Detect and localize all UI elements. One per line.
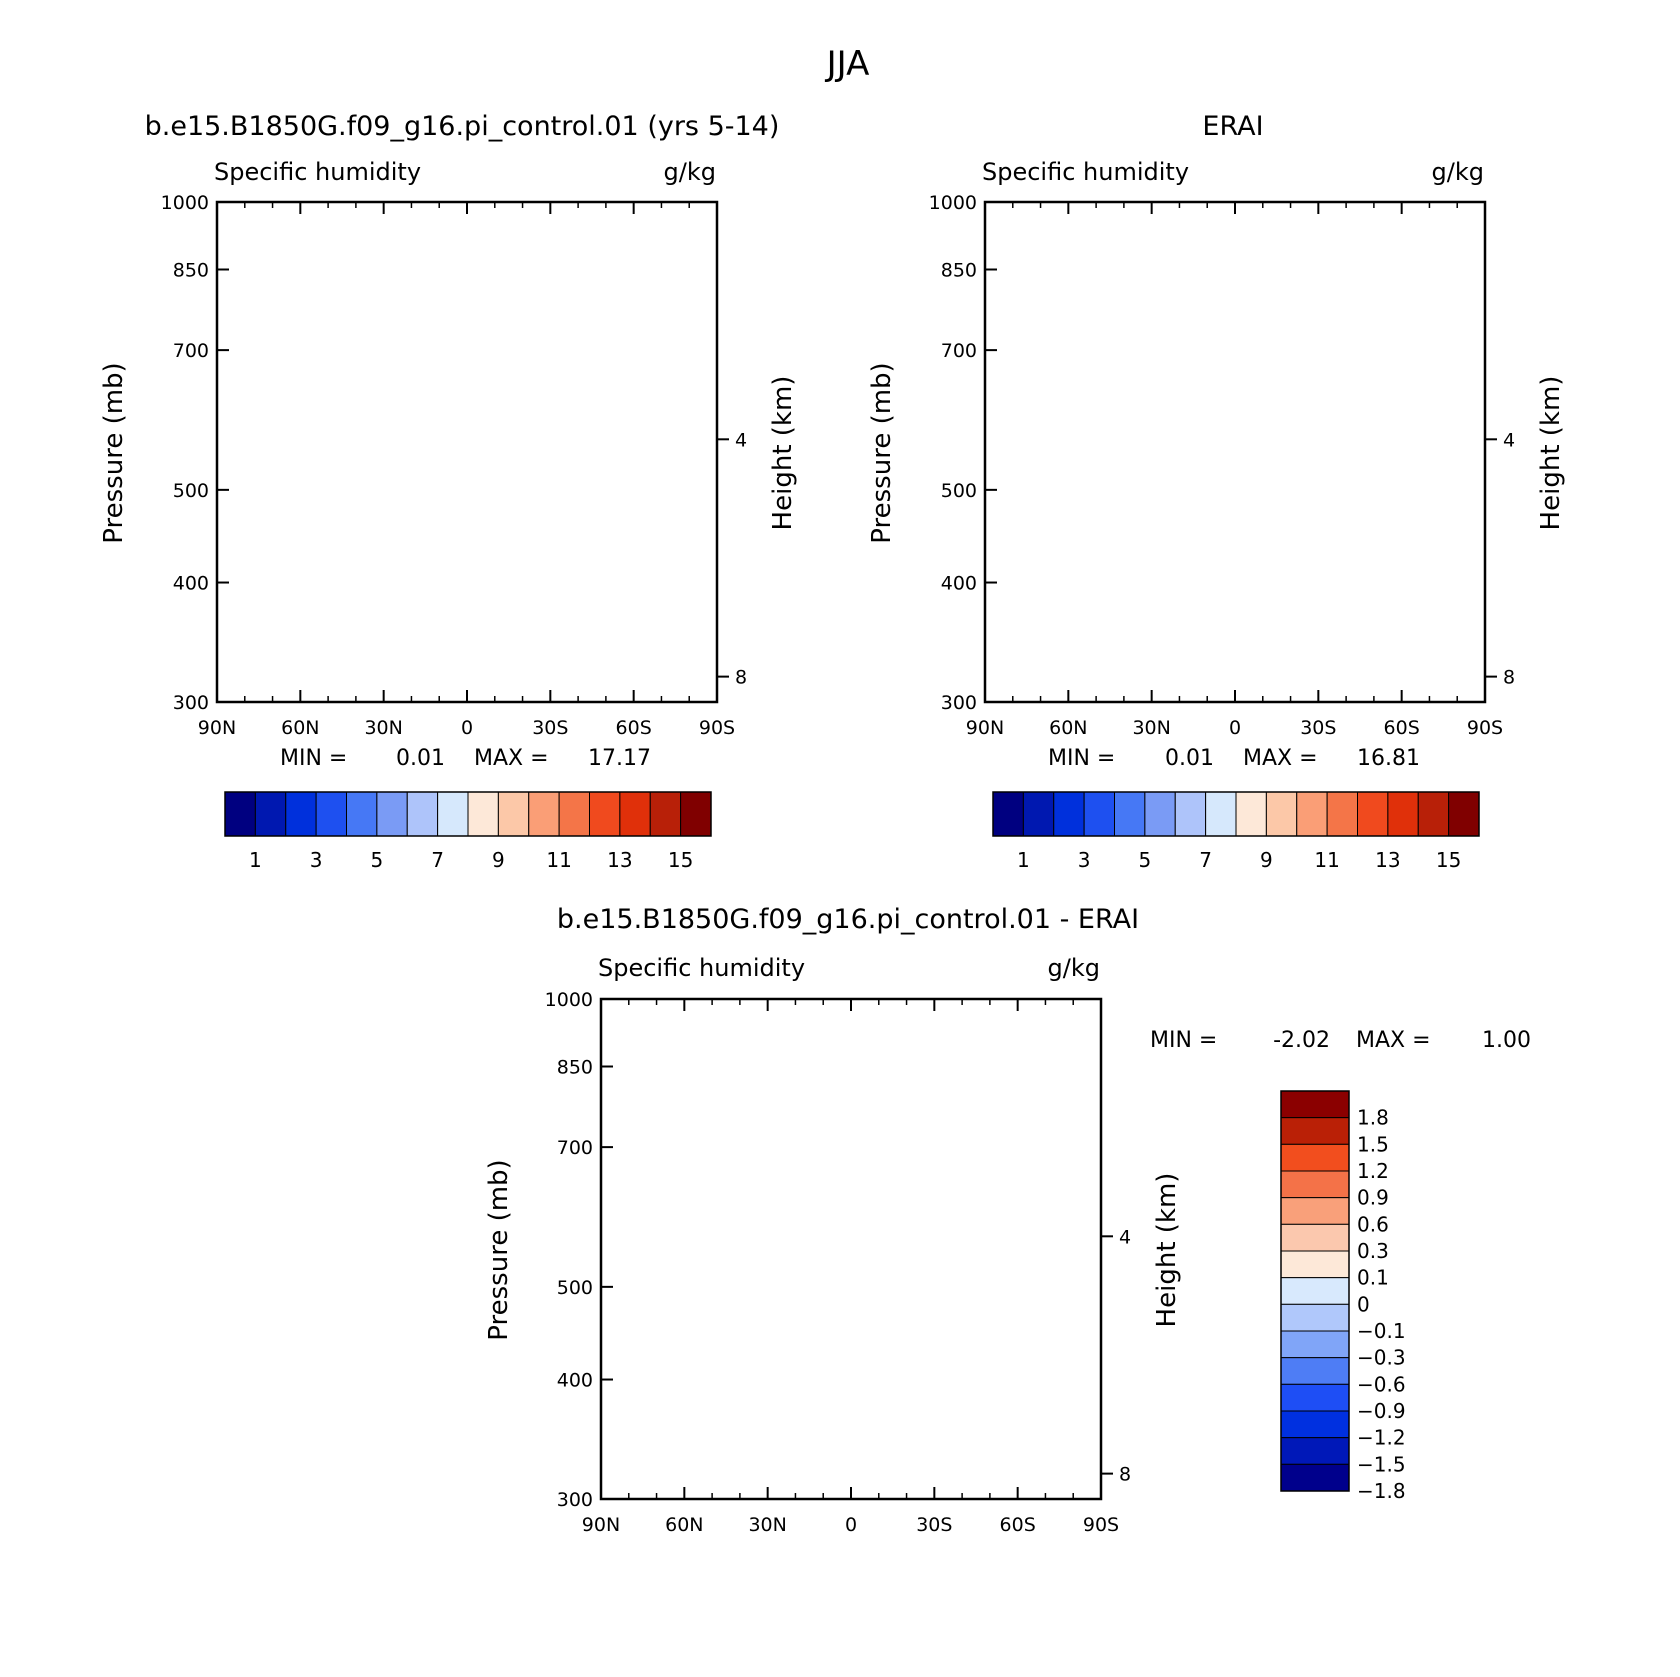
colorbar-label: 9 xyxy=(492,848,505,872)
colorbar-swatch xyxy=(346,791,378,837)
x-tick-label: 30S xyxy=(532,717,568,739)
x-tick-label: 60S xyxy=(616,717,652,739)
colorbar-swatch xyxy=(224,791,256,837)
x-tick-label: 90S xyxy=(699,717,735,739)
panel-model-min-label: MIN = xyxy=(280,746,347,771)
panel-erai-title: ERAI xyxy=(1202,111,1263,142)
colorbar-swatch xyxy=(558,791,590,837)
x-tick-label: 60N xyxy=(281,717,319,739)
y-right-tick-label: 8 xyxy=(735,667,747,689)
y-tick-label: 850 xyxy=(173,259,209,281)
panel-model-colorbar: 1 3 5 7 9 11 13 15 xyxy=(224,791,712,872)
colorbar-label: 15 xyxy=(668,848,693,872)
x-tick-label: 90N xyxy=(198,717,236,739)
figure-title: JJA xyxy=(825,44,870,84)
panel-erai-units: g/kg xyxy=(1432,158,1484,186)
y-tick-label: 500 xyxy=(173,480,209,502)
panel-model-max-value: 17.17 xyxy=(588,746,651,771)
y-tick-label: 700 xyxy=(173,340,209,362)
colorbar-label: 13 xyxy=(607,848,632,872)
colorbar-label: 3 xyxy=(310,848,323,872)
x-tick-label: 0 xyxy=(461,717,473,739)
y-tick-label: 300 xyxy=(173,692,209,714)
colorbar-swatch xyxy=(680,791,712,837)
panel-model-variable: Specific humidity xyxy=(214,158,421,186)
panel-model-ylabel-right: Height (km) xyxy=(768,376,798,531)
y-right-tick-label: 4 xyxy=(735,429,747,451)
colorbar-label: 11 xyxy=(546,848,571,872)
panel-model: b.e15.B1850G.f09_g16.pi_control.01 (yrs … xyxy=(99,111,798,872)
panel-model-units: g/kg xyxy=(664,158,716,186)
colorbar-swatch xyxy=(437,791,469,837)
colorbar-swatch xyxy=(315,791,347,837)
panel-model-ylabel: Pressure (mb) xyxy=(99,362,129,543)
panel-erai-variable: Specific humidity xyxy=(982,158,1189,186)
colorbar-swatch xyxy=(528,791,560,837)
colorbar-label: 7 xyxy=(431,848,444,872)
panel-erai: ERAI Specific humidity g/kg 90N 60N 30N 0 30… xyxy=(867,111,1566,872)
colorbar-swatch xyxy=(649,791,682,837)
colorbar-swatch xyxy=(467,791,499,837)
colorbar-label: 1 xyxy=(249,848,262,872)
colorbar-swatch xyxy=(376,791,408,837)
panel-model-axes: 90N 60N 30N 0 30S 60S 90S 300 400 500 700 850 1000 8 4 xyxy=(161,192,747,739)
panel-model-max-label: MAX = xyxy=(474,746,549,771)
colorbar-frame xyxy=(224,791,712,837)
colorbar-swatch xyxy=(406,791,439,837)
colorbar-swatch xyxy=(254,791,287,837)
colorbar-swatch xyxy=(589,791,621,837)
colorbar-label: 5 xyxy=(371,848,384,872)
y-tick-label: 1000 xyxy=(161,192,209,214)
panel-model-min-value: 0.01 xyxy=(396,746,445,771)
y-tick-label: 400 xyxy=(173,573,209,595)
panel-model-title: b.e15.B1850G.f09_g16.pi_control.01 (yrs … xyxy=(145,111,780,142)
colorbar-swatch xyxy=(285,791,317,837)
colorbar-swatch xyxy=(497,791,530,837)
x-tick-label: 30N xyxy=(364,717,402,739)
plot-frame xyxy=(215,200,719,704)
colorbar-swatch xyxy=(619,791,651,837)
